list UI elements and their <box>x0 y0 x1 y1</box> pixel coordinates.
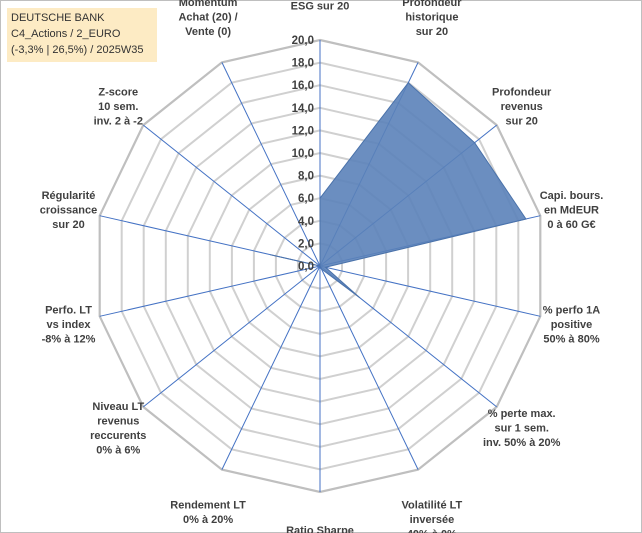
radar-tick-labels: 0,0 2,0 4,0 6,0 8,0 10,0 12,0 14,0 16,0 18,0 20,0 <box>292 35 314 273</box>
axis-label-line: ESG sur 20 <box>291 1 350 13</box>
axis-label: % perte max. sur 1 sem. inv. 50% à 20% <box>483 408 561 449</box>
axis-label-line: revenus <box>501 101 543 113</box>
tick-label: 6,0 <box>298 193 314 205</box>
axis-label-line: positive <box>551 319 593 331</box>
tick-label: 18,0 <box>292 58 314 70</box>
axis-label-line: 50% à 80% <box>543 334 599 346</box>
axis-label: Perfo. LT vs index -8% à 12% <box>42 305 96 346</box>
chart-title-box: DEUTSCHE BANK C4_Actions / 2_EURO (-3,3%… <box>7 8 157 62</box>
axis-label-line: sur 20 <box>505 115 537 127</box>
axis-label: Niveau LT revenus reccurents 0% à 6% <box>90 401 146 457</box>
axis-label-line: Profondeur <box>402 0 462 9</box>
axis-label: Profondeur revenus sur 20 <box>492 86 552 127</box>
tick-label: 10,0 <box>292 148 314 160</box>
axis-label: Profondeur historique sur 20 <box>402 0 462 38</box>
axis-label-line: Z-score <box>98 86 138 98</box>
radar-axis-labels: NoteESG sur 20 Profondeur historique sur 20… <box>40 0 604 533</box>
axis-label-line: vs index <box>46 319 91 331</box>
axis-label-line: Momentum <box>179 0 238 9</box>
axis-label: % perfo 1A positive 50% à 80% <box>543 305 601 346</box>
axis-label-line: 40% à 0% <box>407 528 457 533</box>
axis-label-line: Profondeur <box>492 86 552 98</box>
axis-label-line: 10 sem. <box>98 101 138 113</box>
axis-label-line: reccurents <box>90 430 146 442</box>
axis-label-line: Rendement LT <box>170 499 246 511</box>
axis-spoke <box>221 62 321 267</box>
axis-label-line: Achat (20) / <box>178 12 237 24</box>
axis-label-line: 0% à 6% <box>96 444 140 456</box>
axis-spoke <box>221 265 321 470</box>
axis-label-line: sur 1 sem. <box>494 423 548 435</box>
tick-label: 12,0 <box>292 125 314 137</box>
axis-label: Capi. bours. en MdEUR 0 à 60 G€ <box>540 190 604 231</box>
axis-label-line: Volatilité LT <box>402 499 463 511</box>
axis-label-line: revenus <box>97 415 139 427</box>
tick-label: 2,0 <box>298 238 314 250</box>
series-area <box>270 81 527 299</box>
tick-label: 8,0 <box>298 171 314 183</box>
tick-label: 20,0 <box>292 35 314 47</box>
axis-label-line: Niveau LT <box>92 401 144 413</box>
axis-label-line: en MdEUR <box>544 204 599 216</box>
radar-series <box>270 81 527 299</box>
tick-label: 4,0 <box>298 216 314 228</box>
axis-label-line: sur 20 <box>416 26 448 38</box>
axis-label-line: inversée <box>410 514 455 526</box>
title-line-period: (-3,3% | 26,5%) / 2025W35 <box>11 44 144 56</box>
axis-spoke <box>142 124 321 267</box>
axis-label: Volatilité LT inversée 40% à 0% <box>402 499 463 533</box>
axis-label-line: Régularité <box>42 190 96 202</box>
axis-label-line: % perte max. <box>488 408 556 420</box>
axis-label: Régularité croissance sur 20 <box>40 190 97 231</box>
axis-label-line: 0 à 60 G€ <box>547 219 595 231</box>
axis-label: Rendement LT 0% à 20% <box>170 499 246 526</box>
axis-label-line: Capi. bours. <box>540 190 604 202</box>
title-line-company: DEUTSCHE BANK <box>11 12 105 24</box>
axis-label-line: sur 20 <box>52 219 84 231</box>
axis-label-line: inv. 50% à 20% <box>483 437 561 449</box>
axis-label-line: Perfo. LT <box>45 305 92 317</box>
axis-label-line: -8% à 12% <box>42 334 96 346</box>
tick-label: 14,0 <box>292 103 314 115</box>
axis-label-line: 0% à 20% <box>183 514 233 526</box>
axis-spoke <box>319 265 419 470</box>
axis-spoke <box>142 265 321 408</box>
axis-label: NoteESG sur 20 <box>291 0 350 13</box>
axis-label: Ratio Sharpe0 à 1 <box>286 525 354 533</box>
axis-label-line: % perfo 1A <box>543 305 601 317</box>
axis-label-line: Vente (0) <box>185 26 231 38</box>
axis-label-line: Ratio Sharpe <box>286 525 354 533</box>
axis-label: Momentum Achat (20) / Vente (0) <box>178 0 237 38</box>
axis-label-line: historique <box>405 12 458 24</box>
tick-label: 0,0 <box>298 261 314 273</box>
axis-spoke <box>99 265 321 317</box>
axis-label: Z-score 10 sem. inv. 2 à -2 <box>94 86 143 127</box>
tick-label: 16,0 <box>292 80 314 92</box>
axis-spoke <box>319 265 541 317</box>
axis-label-line: inv. 2 à -2 <box>94 115 143 127</box>
title-line-category: C4_Actions / 2_EURO <box>11 28 121 40</box>
axis-label-line: croissance <box>40 204 97 216</box>
